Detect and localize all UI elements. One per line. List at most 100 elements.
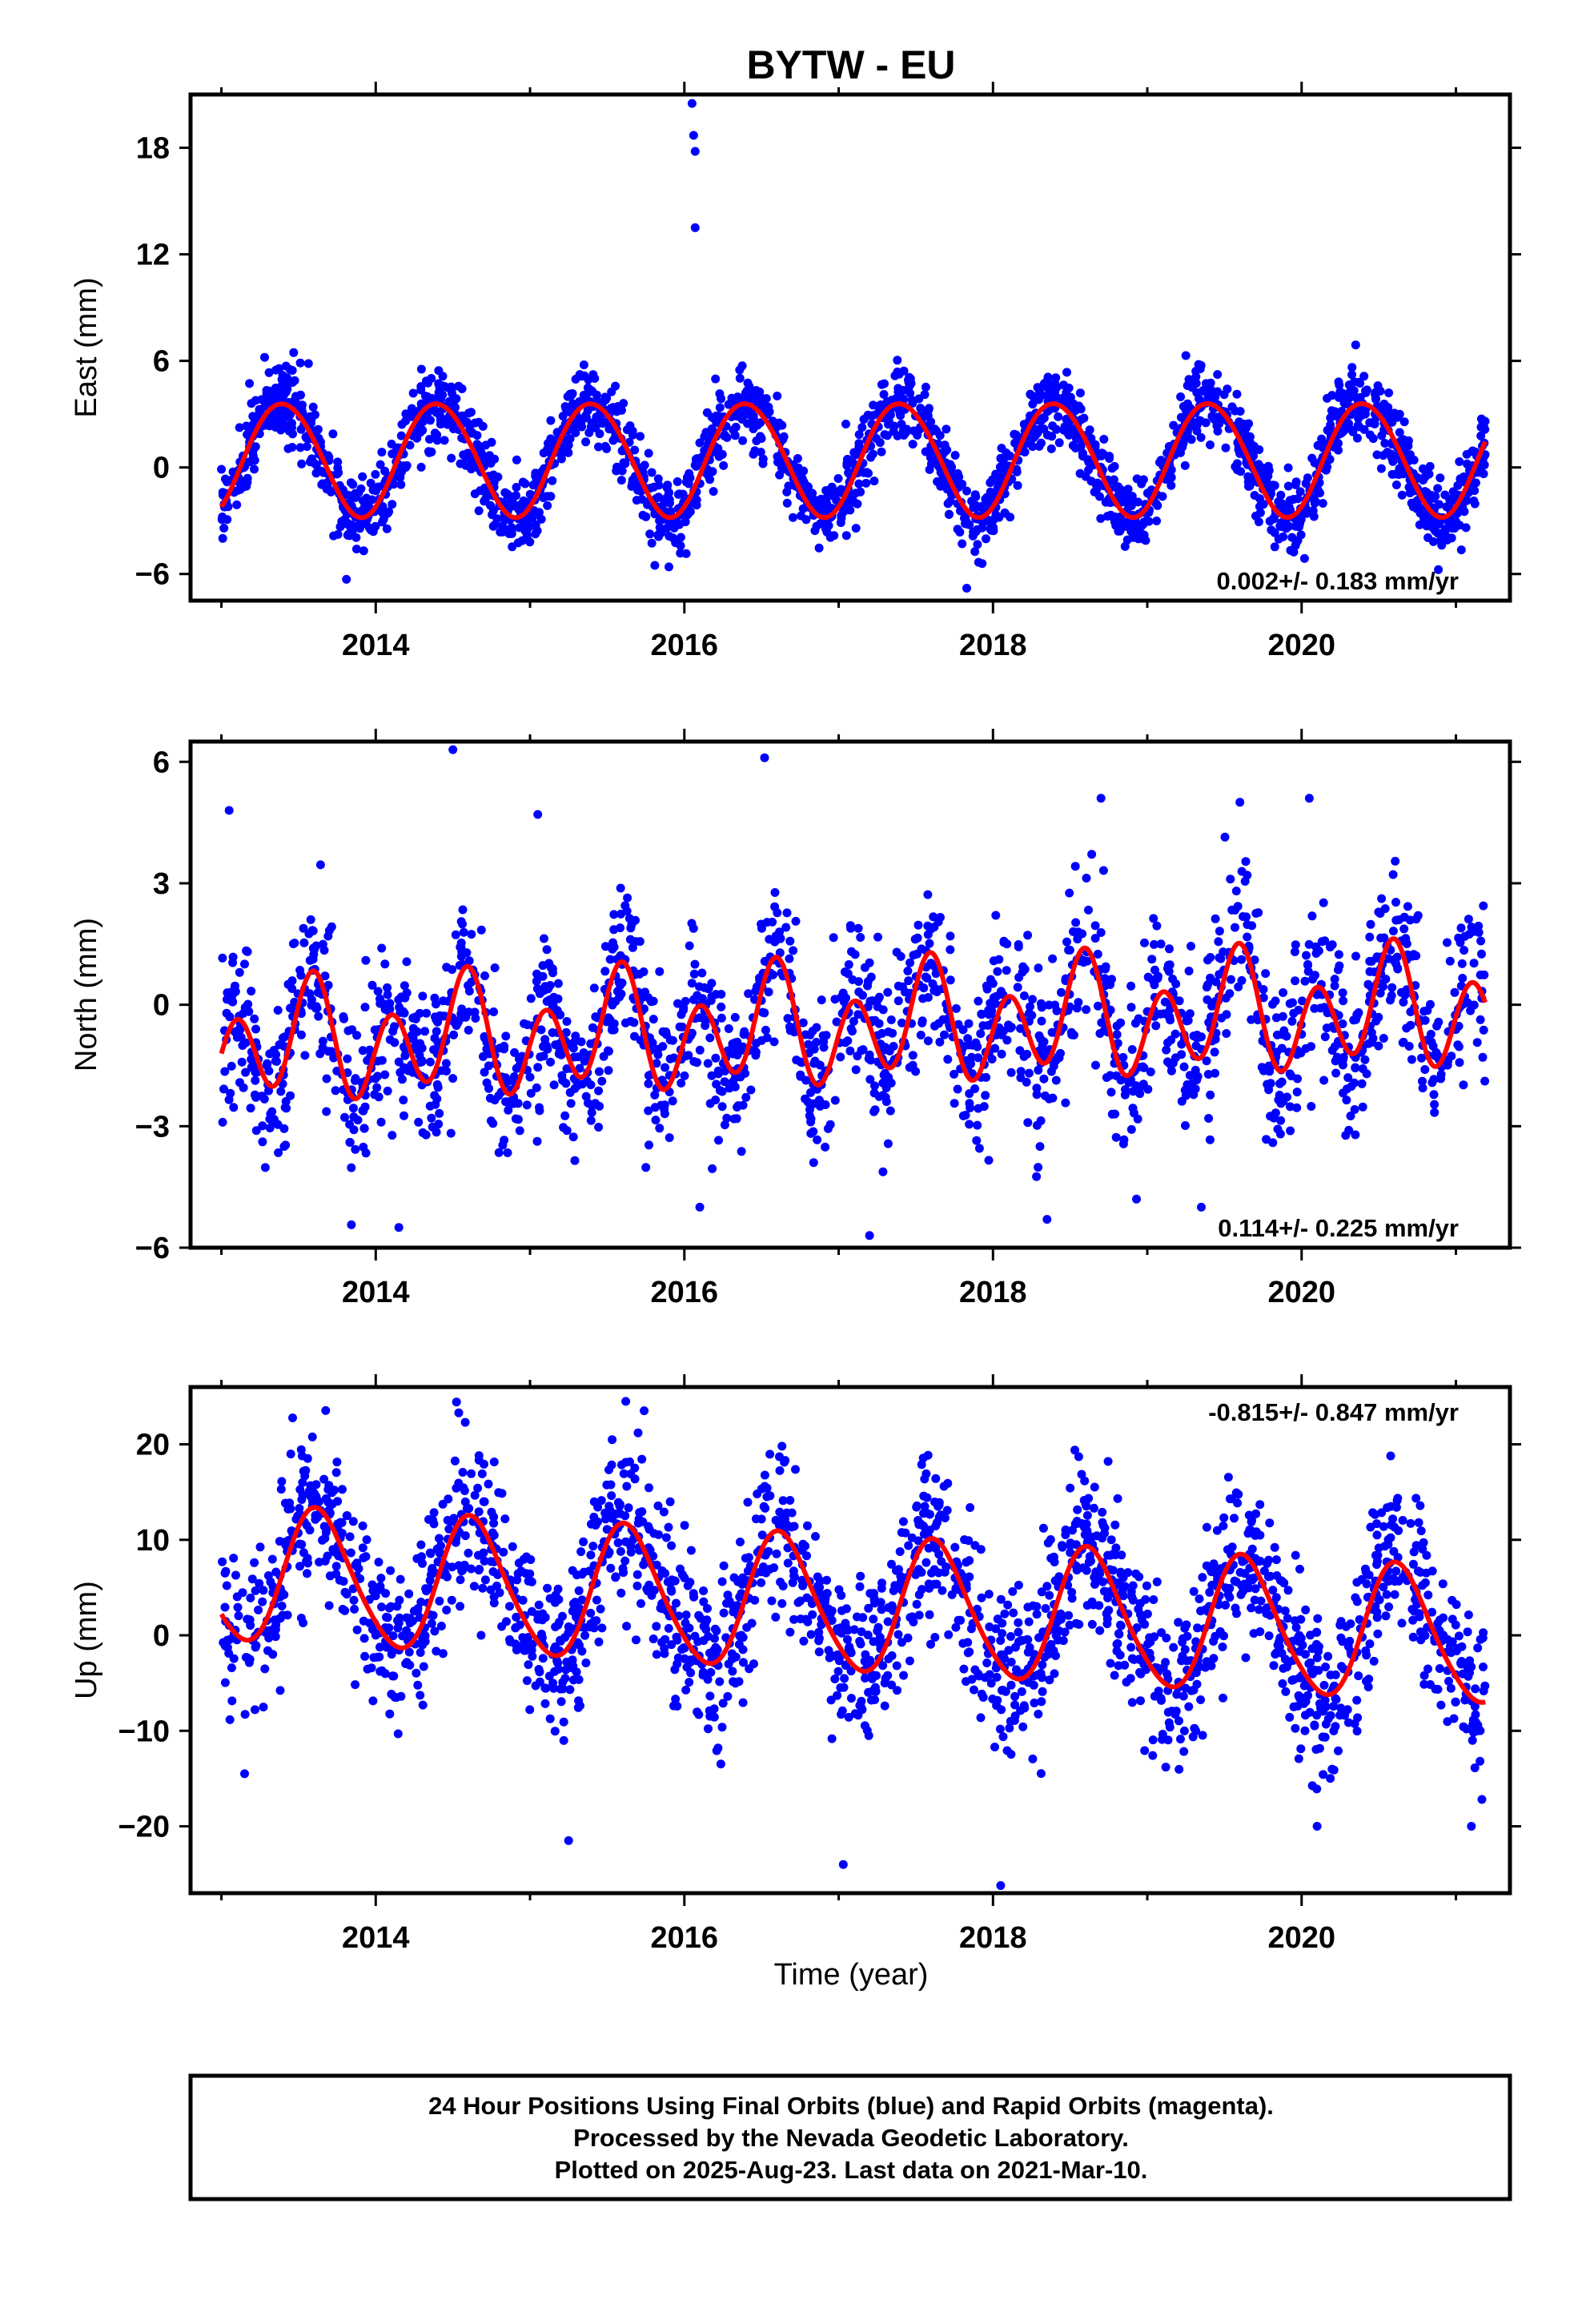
- data-point: [970, 1685, 978, 1695]
- data-point: [1420, 1065, 1430, 1074]
- data-point: [281, 1096, 291, 1106]
- data-point: [1420, 1015, 1430, 1025]
- data-point: [809, 1044, 819, 1054]
- data-point: [358, 1543, 367, 1553]
- data-point: [849, 448, 859, 457]
- data-point: [450, 395, 460, 404]
- data-point: [1039, 424, 1049, 434]
- data-point: [793, 454, 802, 463]
- data-point: [1268, 999, 1277, 1009]
- data-point: [1480, 1076, 1490, 1086]
- data-point: [288, 1413, 297, 1422]
- data-point: [295, 443, 305, 452]
- data-point: [295, 358, 305, 368]
- data-point: [865, 1075, 875, 1084]
- data-point: [1231, 923, 1239, 932]
- data-point: [1388, 456, 1398, 466]
- data-point: [339, 1014, 348, 1023]
- data-point: [738, 1645, 748, 1655]
- data-point: [946, 975, 955, 985]
- data-point: [1430, 1100, 1439, 1109]
- data-point: [869, 1614, 878, 1624]
- data-point: [825, 533, 835, 542]
- data-point: [576, 1037, 586, 1047]
- data-point: [1002, 966, 1011, 975]
- data-point: [913, 949, 922, 959]
- data-point: [1227, 402, 1237, 412]
- data-point: [1430, 1108, 1439, 1117]
- data-point: [1186, 435, 1196, 444]
- data-point: [444, 1524, 454, 1534]
- data-point: [255, 1542, 265, 1552]
- data-point: [665, 1133, 674, 1143]
- data-point: [922, 408, 932, 417]
- data-point: [314, 1011, 323, 1021]
- data-point: [719, 1561, 729, 1570]
- data-point: [899, 366, 909, 376]
- data-point: [1015, 1046, 1025, 1055]
- data-point: [512, 483, 521, 492]
- data-point: [962, 517, 971, 526]
- data-point: [1351, 951, 1360, 961]
- data-point: [722, 1113, 732, 1123]
- data-point: [889, 421, 899, 431]
- data-point: [295, 1562, 304, 1571]
- data-point: [1220, 832, 1230, 842]
- data-point: [685, 941, 694, 951]
- data-point: [1180, 460, 1190, 470]
- data-point: [730, 1082, 740, 1092]
- data-point: [522, 1676, 532, 1686]
- data-point: [1469, 1000, 1479, 1010]
- data-point: [1445, 956, 1455, 966]
- data-point: [532, 1136, 542, 1146]
- data-point: [730, 1038, 740, 1047]
- data-point: [857, 423, 867, 432]
- data-point: [792, 1055, 801, 1065]
- data-point: [447, 1595, 456, 1605]
- data-point: [308, 402, 318, 412]
- data-point: [1274, 534, 1283, 544]
- data-point: [1350, 1105, 1359, 1114]
- data-point: [606, 404, 616, 413]
- data-point: [987, 520, 997, 529]
- data-point: [309, 458, 319, 468]
- data-point: [1279, 1026, 1289, 1035]
- data-point: [1243, 477, 1253, 487]
- data-point: [744, 989, 753, 999]
- data-point: [371, 469, 380, 479]
- data-point: [983, 1020, 993, 1030]
- data-point: [1240, 877, 1250, 886]
- data-point: [1434, 1017, 1443, 1027]
- data-point: [1472, 1038, 1482, 1047]
- data-point: [581, 1659, 591, 1667]
- data-point: [1424, 469, 1434, 479]
- data-point: [1446, 1683, 1456, 1693]
- data-point: [655, 967, 665, 976]
- data-point: [1379, 933, 1389, 943]
- data-point: [970, 1084, 980, 1093]
- data-point: [247, 987, 256, 996]
- data-point: [271, 423, 280, 432]
- data-point: [239, 1083, 248, 1092]
- data-point: [737, 1147, 746, 1156]
- data-point: [422, 1008, 432, 1018]
- data-point: [525, 1072, 535, 1082]
- data-point: [990, 999, 1000, 1008]
- data-point: [733, 1050, 742, 1059]
- data-point: [684, 479, 693, 489]
- data-point: [232, 500, 242, 509]
- data-point: [1191, 367, 1201, 376]
- data-point: [878, 1167, 888, 1176]
- x-tick-label: 2018: [959, 1276, 1027, 1309]
- data-point: [581, 437, 591, 447]
- data-point: [465, 424, 475, 434]
- data-point: [1138, 475, 1148, 485]
- data-point: [548, 1028, 557, 1037]
- data-point: [436, 394, 446, 404]
- data-point: [1415, 520, 1424, 529]
- data-point: [921, 972, 930, 982]
- data-point: [571, 428, 580, 437]
- data-point: [812, 1037, 821, 1047]
- data-point: [426, 416, 435, 425]
- data-point: [858, 1045, 868, 1055]
